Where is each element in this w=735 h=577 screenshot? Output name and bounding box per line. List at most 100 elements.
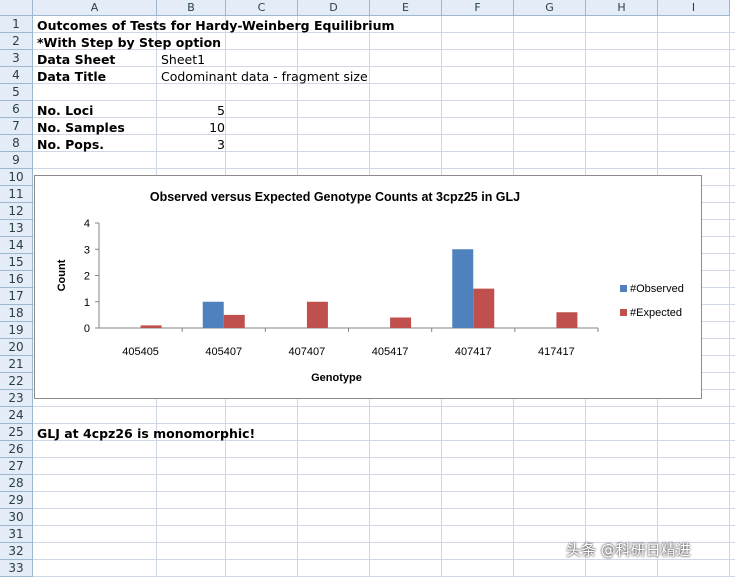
row-header-21[interactable]: 21 [0,356,33,373]
y-tick-label-2: 2 [84,271,90,283]
row-header-15[interactable]: 15 [0,254,33,271]
row-gridline [33,49,735,50]
row-gridline [33,32,735,33]
row-header-32[interactable]: 32 [0,543,33,560]
row-header-5[interactable]: 5 [0,84,33,101]
row-gridline [33,100,735,101]
cell-a6-loci-label[interactable]: No. Loci [37,103,94,118]
row-header-29[interactable]: 29 [0,492,33,509]
legend-label-observed: #Observed [630,283,684,295]
row-header-3[interactable]: 3 [0,50,33,67]
column-header-g[interactable]: G [514,0,586,16]
x-tick-label-407417: 407417 [455,346,492,358]
cell-a3-data-sheet-label[interactable]: Data Sheet [37,52,116,67]
y-tick-label-4: 4 [84,218,90,230]
x-tick-label-407407: 407407 [289,346,326,358]
x-axis-label: Genotype [311,372,362,384]
y-axis-label: Count [56,259,68,291]
chart-canvas: Observed versus Expected Genotype Counts… [56,190,684,384]
column-header-e[interactable]: E [370,0,442,16]
row-header-4[interactable]: 4 [0,67,33,84]
cell-a1-title[interactable]: Outcomes of Tests for Hardy-Weinberg Equ… [37,18,395,33]
row-header-19[interactable]: 19 [0,322,33,339]
row-header-26[interactable]: 26 [0,441,33,458]
y-tick-label-3: 3 [84,244,90,256]
row-header-22[interactable]: 22 [0,373,33,390]
bar-expected-407417 [473,288,495,328]
bar-expected-405417 [390,317,412,328]
row-gridline [33,134,735,135]
x-tick-label-405407: 405407 [205,346,242,358]
cell-a8-pops-label[interactable]: No. Pops. [37,137,105,152]
row-gridline [33,474,735,475]
bar-expected-405405 [140,325,162,328]
bar-observed-405407 [202,301,224,328]
bar-expected-417417 [556,312,578,328]
x-tick-label-405417: 405417 [372,346,409,358]
row-gridline [33,508,735,509]
row-header-16[interactable]: 16 [0,271,33,288]
row-gridline [33,406,735,407]
cell-b3-data-sheet-value[interactable]: Sheet1 [161,52,206,67]
column-header-i[interactable]: I [658,0,730,16]
row-header-12[interactable]: 12 [0,203,33,220]
bar-observed-407417 [452,249,474,328]
column-header-h[interactable]: H [586,0,658,16]
column-header-b[interactable]: B [157,0,226,16]
row-header-10[interactable]: 10 [0,169,33,186]
cell-b6-loci-value[interactable]: 5 [217,103,225,118]
row-gridline [33,440,735,441]
row-header-7[interactable]: 7 [0,118,33,135]
row-gridline [33,423,735,424]
row-header-13[interactable]: 13 [0,220,33,237]
cell-a2-subtitle[interactable]: *With Step by Step option [37,35,222,50]
row-gridline [33,168,735,169]
bar-expected-407407 [306,301,328,328]
row-header-24[interactable]: 24 [0,407,33,424]
genotype-count-chart[interactable]: Observed versus Expected Genotype Counts… [34,175,702,399]
cell-b4-data-title-value[interactable]: Codominant data - fragment size [161,69,368,84]
row-header-30[interactable]: 30 [0,509,33,526]
cell-a7-samples-label[interactable]: No. Samples [37,120,125,135]
column-header-d[interactable]: D [298,0,370,16]
row-header-20[interactable]: 20 [0,339,33,356]
row-header-8[interactable]: 8 [0,135,33,152]
column-header-a[interactable]: A [33,0,157,16]
legend-swatch-observed [620,285,627,292]
row-gridline [33,559,735,560]
cell-b8-pops-value[interactable]: 3 [217,137,225,152]
row-gridline [33,542,735,543]
row-header-2[interactable]: 2 [0,33,33,50]
row-header-28[interactable]: 28 [0,475,33,492]
row-header-25[interactable]: 25 [0,424,33,441]
row-header-14[interactable]: 14 [0,237,33,254]
row-header-31[interactable]: 31 [0,526,33,543]
row-header-11[interactable]: 11 [0,186,33,203]
row-header-18[interactable]: 18 [0,305,33,322]
column-header-f[interactable]: F [442,0,514,16]
row-header-27[interactable]: 27 [0,458,33,475]
column-header-c[interactable]: C [226,0,298,16]
bar-expected-405407 [223,314,245,328]
row-gridline [33,457,735,458]
row-header-17[interactable]: 17 [0,288,33,305]
legend-swatch-expected [620,309,627,316]
select-all-corner[interactable] [0,0,33,16]
row-gridline [33,151,735,152]
row-gridline [33,525,735,526]
row-header-1[interactable]: 1 [0,16,33,33]
row-gridline [33,491,735,492]
x-tick-label-417417: 417417 [538,346,575,358]
cell-a25-monomorphic[interactable]: GLJ at 4cpz26 is monomorphic! [37,426,256,441]
cell-a4-data-title-label[interactable]: Data Title [37,69,107,84]
x-tick-label-405405: 405405 [122,346,159,358]
row-header-33[interactable]: 33 [0,560,33,577]
row-header-9[interactable]: 9 [0,152,33,169]
row-gridline [33,83,735,84]
cell-b7-samples-value[interactable]: 10 [209,120,225,135]
row-header-23[interactable]: 23 [0,390,33,407]
row-header-6[interactable]: 6 [0,101,33,118]
column-gridline [729,16,730,577]
row-gridline [33,66,735,67]
